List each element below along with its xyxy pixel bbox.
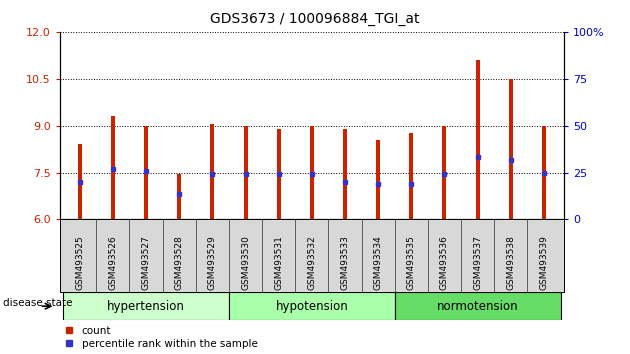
Bar (310, 126, 314, 219)
Text: GDS3673 / 100096884_TGI_at: GDS3673 / 100096884_TGI_at (210, 12, 420, 27)
Text: GSM493525: GSM493525 (75, 235, 84, 290)
Bar (476, 60, 479, 219)
Text: GSM493533: GSM493533 (340, 235, 350, 290)
Bar (343, 129, 347, 219)
Bar (229, 292, 395, 320)
Text: GSM493526: GSM493526 (108, 235, 117, 290)
Text: disease state: disease state (3, 298, 72, 308)
Bar (63, 292, 229, 320)
Bar (442, 126, 447, 219)
Text: GSM493531: GSM493531 (274, 235, 284, 290)
Text: normotension: normotension (437, 300, 518, 313)
Bar (111, 116, 115, 219)
Text: GSM493529: GSM493529 (208, 235, 217, 290)
Text: GSM493532: GSM493532 (307, 235, 316, 290)
Text: GSM493539: GSM493539 (539, 235, 549, 290)
Bar (410, 133, 413, 219)
Bar (542, 126, 546, 219)
Bar (376, 140, 380, 219)
Text: GSM493537: GSM493537 (473, 235, 482, 290)
Text: GSM493527: GSM493527 (142, 235, 151, 290)
Text: GSM493534: GSM493534 (374, 235, 382, 290)
Bar (244, 126, 248, 219)
Bar (144, 126, 148, 219)
Text: GSM493530: GSM493530 (241, 235, 250, 290)
Bar (210, 124, 214, 219)
Bar (277, 129, 281, 219)
Text: hypotension: hypotension (275, 300, 348, 313)
Bar (177, 174, 181, 219)
Text: hypertension: hypertension (107, 300, 185, 313)
Text: GSM493536: GSM493536 (440, 235, 449, 290)
Bar (395, 292, 561, 320)
Text: GSM493535: GSM493535 (407, 235, 416, 290)
Bar (77, 144, 82, 219)
Text: GSM493528: GSM493528 (175, 235, 184, 290)
Text: GSM493538: GSM493538 (507, 235, 515, 290)
Bar (509, 79, 513, 219)
Legend: count, percentile rank within the sample: count, percentile rank within the sample (65, 326, 258, 349)
